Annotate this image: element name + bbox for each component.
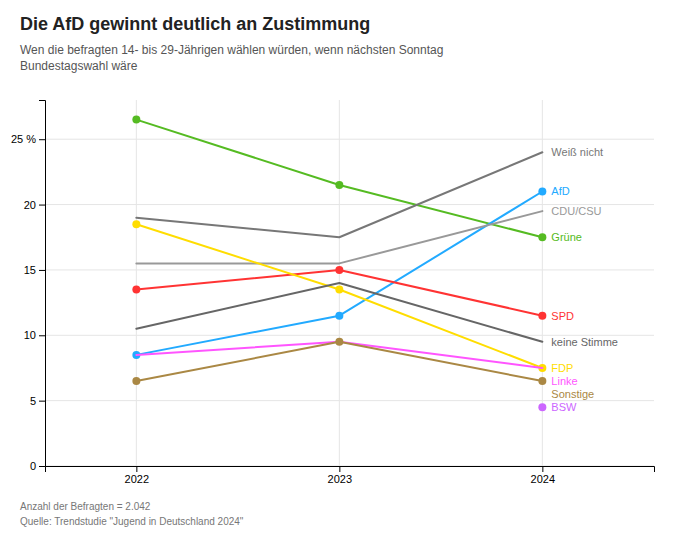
y-axis: 0 5 10 15 20 25 % [11,101,46,473]
footnote: Quelle: Trendstudie "Jugend in Deutschla… [20,516,244,527]
y-tick-mark [39,401,45,402]
series-line [136,192,542,355]
series-label: AfD [551,185,569,197]
subtitle: Wen die befragten 14- bis 29-Jährigen wä… [20,43,443,73]
series-point [335,181,343,189]
series-line [136,211,542,263]
series-point [538,377,546,385]
y-tick-mark [39,335,45,336]
y-tick-mark [39,466,45,467]
series-point [538,233,546,241]
y-tick-label: 0 [30,460,36,472]
y-axis-line [39,101,46,467]
x-tick-label: 2022 [125,473,149,485]
y-tick: 10 [24,329,45,341]
x-tick: 2024 [531,466,555,485]
marks [132,116,546,412]
series-line [136,283,542,342]
series-line [136,120,542,238]
y-tick-label: 5 [30,395,36,407]
x-tick-label: 2024 [531,473,555,485]
title: Die AfD gewinnt deutlich an Zustimmung [20,14,370,34]
subtitle-line: Wen die befragten 14- bis 29-Jährigen wä… [20,43,443,57]
series-label: Linke [551,375,577,387]
series-point [132,116,140,124]
series-label: Sonstige [551,388,594,400]
series-point [335,286,343,294]
y-tick-label: 15 [24,264,36,276]
series-label: keine Stimme [551,336,618,348]
y-tick: 25 % [11,133,45,145]
series-label: Grüne [551,231,582,243]
series-label: CDU/CSU [551,205,601,217]
y-tick-label: 25 % [11,133,36,145]
series-label: BSW [551,401,577,413]
subtitle-line: Bundestagswahl wäre [20,59,138,73]
y-tick: 5 [30,395,45,407]
series-point [538,312,546,320]
y-tick-mark [39,205,45,206]
x-tick: 2023 [328,466,352,485]
series-point [335,312,343,320]
grid [45,100,654,466]
series-point [132,377,140,385]
y-tick-mark [39,139,45,140]
series-line [136,270,542,316]
y-tick: 15 [24,264,45,276]
series-point [538,403,546,411]
series-label: SPD [551,310,574,322]
series-labels: Weiß nicht AfD CDU/CSU Grüne SPD keine Stimme… [551,146,618,413]
x-axis-line [46,467,655,473]
plot: 2022 2023 2024 0 5 10 15 20 25 % Weiß nicht AfD CDU… [11,100,655,485]
footnote: Anzahl der Befragten = 2.042 [20,501,151,512]
series-line [136,152,542,237]
series-point [538,188,546,196]
x-tick-mark [136,466,137,472]
series-point [335,338,343,346]
grid-line-x [136,100,137,466]
y-tick-label: 10 [24,329,36,341]
series-line [136,224,542,368]
series-label: FDP [551,362,573,374]
x-tick-label: 2023 [328,473,352,485]
x-tick-mark [339,466,340,472]
y-tick-label: 20 [24,199,36,211]
x-tick-mark [542,466,543,472]
y-tick-mark [39,270,45,271]
chart: Die AfD gewinnt deutlich an Zustimmung We… [0,0,674,536]
y-tick: 20 [24,199,45,211]
x-tick: 2022 [125,466,149,485]
series-point [132,286,140,294]
series-point [335,266,343,274]
series-label: Weiß nicht [551,146,603,158]
x-axis: 2022 2023 2024 [46,466,655,485]
series-line [136,342,542,381]
y-tick: 0 [30,460,45,472]
series-point [132,220,140,228]
